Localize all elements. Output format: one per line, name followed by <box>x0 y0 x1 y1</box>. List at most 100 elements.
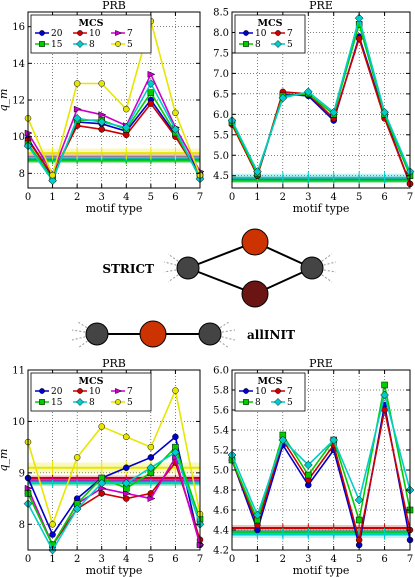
data-point <box>380 107 389 117</box>
legend-entry-8: 8 <box>73 40 95 50</box>
y-tick-label: 5.4 <box>213 426 229 437</box>
chart-title: PRB <box>102 357 126 370</box>
legend-entry-7: 7 <box>111 29 133 39</box>
y-axis-label: q_m <box>0 449 10 472</box>
chart-title: PRE <box>309 357 333 370</box>
series-5 <box>24 387 204 528</box>
y-tick-label: 6.0 <box>213 366 229 377</box>
data-point <box>123 105 130 113</box>
allinit-node-left <box>85 322 109 346</box>
legend-box <box>30 14 152 54</box>
series-line <box>27 102 201 177</box>
strict-node-left <box>176 256 200 280</box>
x-tick-label: 5 <box>356 554 362 565</box>
data-point <box>146 79 156 88</box>
data-point <box>329 435 339 445</box>
y-tick-label: 8 <box>19 520 25 531</box>
legend-entry-7: 7 <box>271 29 293 39</box>
data-point <box>305 471 312 479</box>
x-tick-label: 1 <box>254 192 260 203</box>
legend-box <box>30 372 152 412</box>
allinit-node-center <box>139 320 167 348</box>
y-tick-label: 5.2 <box>213 446 229 457</box>
legend-label: 7 <box>127 29 133 39</box>
x-tick-label: 1 <box>254 554 260 565</box>
legend-marker <box>39 388 45 394</box>
x-tick-label: 1 <box>49 554 55 565</box>
allinit-motif-diagram: allINIT <box>71 320 295 349</box>
series-line <box>231 384 411 523</box>
y-tick-label: 5.5 <box>213 130 229 141</box>
y-tick-label: 8.0 <box>213 28 229 39</box>
x-tick-label: 5 <box>148 554 154 565</box>
data-point <box>147 454 155 461</box>
legend-entry-5: 5 <box>111 40 133 50</box>
series-line <box>27 18 201 178</box>
data-point <box>253 510 262 520</box>
data-point <box>381 406 388 414</box>
x-tick-label: 3 <box>99 554 105 565</box>
data-point <box>355 536 363 544</box>
data-point <box>123 131 130 139</box>
x-tick-label: 4 <box>331 554 337 565</box>
data-point <box>49 171 56 179</box>
allinit-label: allINIT <box>247 328 295 342</box>
legend-entry-15: 15 <box>35 40 63 50</box>
data-point <box>380 390 389 400</box>
legend-entry-8: 8 <box>239 40 261 50</box>
data-point <box>123 464 130 471</box>
legend-marker <box>243 388 249 394</box>
x-tick-label: 0 <box>229 192 235 203</box>
legend-entry-8: 8 <box>239 398 261 408</box>
legend-entry-10: 10 <box>239 29 267 39</box>
y-tick-label: 14 <box>12 59 25 70</box>
x-tick-label: 2 <box>74 554 80 565</box>
data-point <box>381 381 388 389</box>
legend-entry-7: 7 <box>271 387 293 397</box>
strict-node-right <box>300 256 324 280</box>
data-point <box>72 113 82 123</box>
data-point <box>98 111 107 119</box>
axes-frame <box>27 369 201 551</box>
legend-label: 15 <box>51 398 63 408</box>
y-axis-label: q_m <box>0 89 10 112</box>
x-tick-label: 3 <box>99 192 105 203</box>
data-point <box>49 531 56 538</box>
legend-label: 10 <box>255 29 267 39</box>
series-20 <box>24 433 204 549</box>
x-axis-label: motif type <box>86 564 143 577</box>
data-point <box>73 105 82 113</box>
y-tick-label: 5.8 <box>213 386 229 397</box>
data-point <box>123 433 130 441</box>
x-tick-label: 2 <box>280 554 286 565</box>
data-point <box>98 80 105 87</box>
x-tick-label: 4 <box>331 192 337 203</box>
legend-marker <box>243 41 249 47</box>
legend-marker <box>77 388 83 394</box>
data-point <box>147 495 156 502</box>
series-line <box>27 81 201 183</box>
legend-marker <box>275 30 281 36</box>
data-point <box>278 435 288 445</box>
legend-marker <box>115 41 121 47</box>
legend-entry-20: 20 <box>35 387 63 397</box>
y-tick-label: 4.5 <box>213 171 229 182</box>
legend-label: 10 <box>89 387 101 397</box>
legend-label: 20 <box>51 29 63 39</box>
x-tick-label: 1 <box>49 192 55 203</box>
legend: MCS 20 10 7 15 8 5 <box>30 14 152 54</box>
series-line <box>231 15 411 174</box>
legend-marker <box>39 41 45 47</box>
data-point <box>97 478 107 488</box>
legend-label: 7 <box>287 29 293 39</box>
chart-prb-allinit: 0 1 2 3 4 5 6 7 8 9 10 11 PRB motif type q_m MCS 20 10 7 15… <box>0 357 205 577</box>
x-tick-label: 4 <box>123 192 129 203</box>
legend-entry-15: 15 <box>35 398 63 408</box>
legend-entry-5: 5 <box>271 398 293 408</box>
legend-title: MCS <box>258 376 283 387</box>
legend-label: 5 <box>287 40 293 50</box>
y-tick-label: 4.2 <box>213 546 229 557</box>
